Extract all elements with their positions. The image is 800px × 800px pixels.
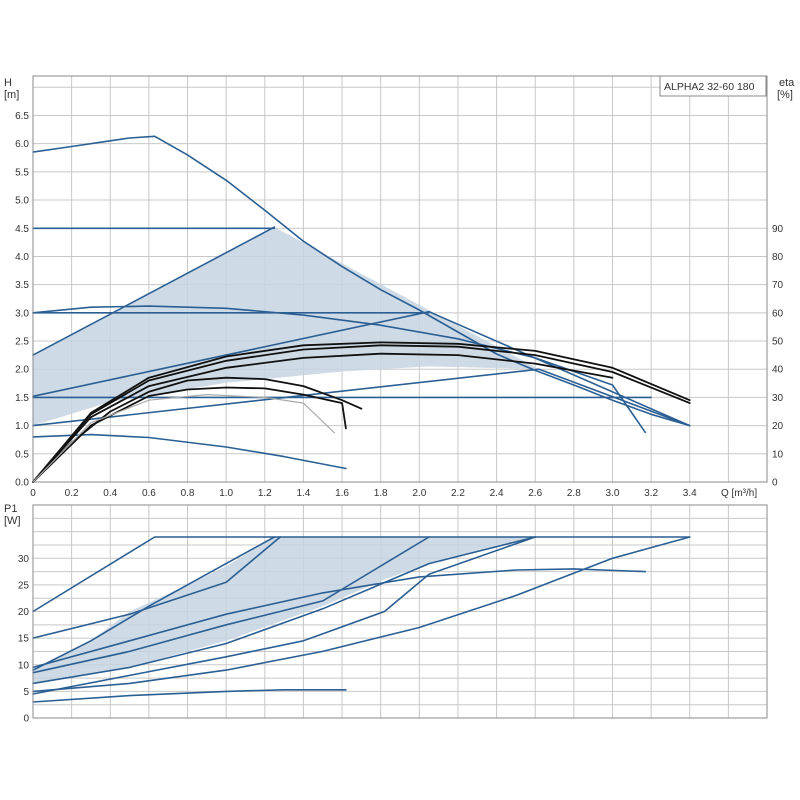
eta-tick-label: 20 — [772, 421, 784, 432]
x-tick-label: 0 — [30, 488, 36, 499]
y-tick-label: 25 — [18, 580, 30, 591]
x-tick-label: 3.2 — [644, 488, 658, 499]
y-tick-label: 5 — [23, 687, 29, 698]
x-tick-label: 1.8 — [374, 488, 388, 499]
y-tick-label: 2.0 — [15, 365, 29, 376]
eta-tick-label: 0 — [772, 478, 778, 489]
power-curve-0 — [32, 536, 691, 613]
x-tick-label: 2.4 — [490, 488, 504, 499]
y-tick-label: 0 — [23, 714, 29, 725]
x-tick-label: 2.2 — [451, 488, 465, 499]
y-tick-label: 3.0 — [15, 308, 29, 319]
x-tick-label: 0.4 — [103, 488, 117, 499]
y-tick-label: 0.0 — [15, 478, 29, 489]
y-tick-label: 0.5 — [15, 449, 29, 460]
y-tick-label: 10 — [18, 660, 30, 671]
y-tick-label: 30 — [18, 554, 30, 565]
head-curve-5 — [32, 226, 276, 356]
y-tick-label: 6.5 — [15, 111, 29, 122]
y-tick-label: 20 — [18, 607, 30, 618]
power-curve-1 — [32, 536, 281, 639]
flow-axis-label: Q [m³/h] — [721, 488, 757, 499]
head-axis-label: H — [4, 77, 12, 89]
power-curve-2 — [32, 536, 276, 671]
x-tick-label: 0.6 — [142, 488, 156, 499]
y-tick-label: 5.5 — [15, 167, 29, 178]
power-curve-5 — [32, 536, 430, 674]
eta-axis-label: eta — [779, 77, 795, 89]
operating-range-area — [33, 227, 540, 426]
eta-curve-11 — [32, 352, 614, 483]
eta-tick-label: 30 — [772, 393, 784, 404]
model-label-box — [659, 75, 767, 97]
head-curve-6 — [32, 310, 691, 427]
y-tick-label: 6.0 — [15, 139, 29, 150]
y-tick-label: 2.5 — [15, 337, 29, 348]
plot-frame — [32, 504, 768, 719]
eta-tick-label: 80 — [772, 252, 784, 263]
eta-tick-label: 90 — [772, 224, 784, 235]
power-curve-6 — [32, 536, 536, 695]
x-tick-label: 0.8 — [181, 488, 195, 499]
head-curve-4 — [32, 368, 691, 427]
power-curve-4 — [32, 536, 691, 693]
power-curve-8 — [32, 689, 347, 703]
power-curve-plot: 0 5 10 15 20 25 30 — [18, 504, 768, 725]
y-tick-label: 1.0 — [15, 421, 29, 432]
eta-curve-12 — [32, 344, 691, 483]
x-tick-label: 0.2 — [65, 488, 79, 499]
power-curve-3 — [32, 536, 536, 685]
x-tick-label: 1.6 — [335, 488, 349, 499]
eta-axis-unit: [%] — [777, 89, 793, 101]
eta-tick-label: 60 — [772, 308, 784, 319]
head-curve-8 — [32, 433, 347, 470]
plot-frame — [32, 75, 768, 483]
y-tick-label: 15 — [18, 634, 30, 645]
eta_alt-curve-14 — [32, 394, 335, 483]
x-tick-label: 1.4 — [296, 488, 310, 499]
eta-curve-9 — [32, 376, 363, 483]
model-label: ALPHA2 32-60 180 — [664, 81, 755, 93]
y-tick-label: 1.5 — [15, 393, 29, 404]
y-tick-label: 5.0 — [15, 196, 29, 207]
x-tick-label: 1.0 — [219, 488, 233, 499]
power-axis-unit: [W] — [4, 515, 21, 527]
head-curve-plot: 0.0 0.5 1.0 1.5 2.0 2.5 3.0 3.5 4.0 4.5 5.0 5.5 6.0 6… — [15, 75, 784, 499]
eta-tick-label: 70 — [772, 280, 784, 291]
x-tick-label: 3.4 — [683, 488, 697, 499]
head-axis-unit: [m] — [4, 89, 19, 101]
eta-tick-label: 40 — [772, 365, 784, 376]
x-tick-label: 2.6 — [528, 488, 542, 499]
x-tick-label: 2.0 — [412, 488, 426, 499]
head-curve-0 — [32, 135, 691, 427]
x-tick-label: 1.2 — [258, 488, 272, 499]
eta-tick-label: 50 — [772, 337, 784, 348]
y-tick-label: 4.0 — [15, 252, 29, 263]
y-tick-label: 4.5 — [15, 224, 29, 235]
x-tick-label: 2.8 — [567, 488, 581, 499]
eta-curve-13 — [32, 341, 691, 483]
x-tick-label: 3.0 — [606, 488, 620, 499]
power-axis-label: P1 — [4, 503, 17, 515]
y-tick-label: 3.5 — [15, 280, 29, 291]
eta-tick-label: 10 — [772, 449, 784, 460]
power-curve-7 — [32, 568, 647, 669]
